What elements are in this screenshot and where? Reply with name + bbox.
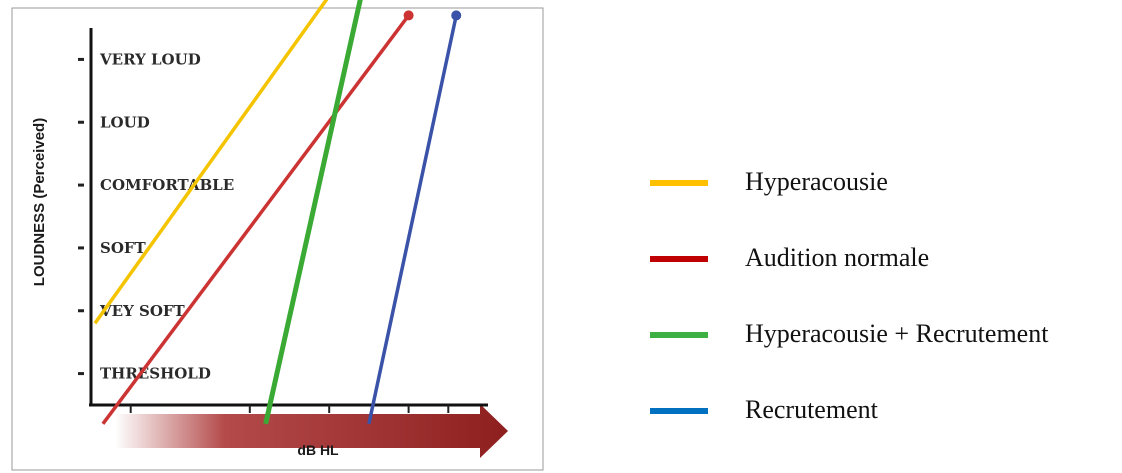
level-label: LOUD [100, 113, 150, 131]
legend-label: Hyperacousie + Recrutement [745, 319, 1049, 348]
chart-frame [11, 7, 544, 471]
level-labels: THRESHOLD VEY SOFT SOFT COMFORTABLE LOUD VERY… [99, 50, 234, 382]
legend-label: Recrutement [745, 395, 878, 424]
series-line-recrutement [367, 15, 458, 425]
series-lines [93, 0, 462, 425]
series-endpoint-audition-normale [403, 10, 414, 21]
level-label: THRESHOLD [100, 365, 211, 383]
series-line-audition-normale [101, 14, 411, 425]
level-label: SOFT [100, 239, 147, 257]
level-label: VERY LOUD [99, 50, 201, 68]
legend-swatch-yellow [650, 180, 708, 186]
legend-swatch-green [650, 332, 708, 338]
legend-item-hyperacousie: Hyperacousie [650, 155, 1120, 231]
level-label: COMFORTABLE [100, 176, 234, 194]
y-axis-title: LOUDNESS (Perceived) [31, 118, 48, 286]
legend: Hyperacousie Audition normale Hyperacous… [650, 155, 1120, 459]
db-arrow [115, 404, 508, 458]
legend-swatch-blue [650, 408, 708, 414]
legend-item-hyperacousie-recrutement: Hyperacousie + Recrutement [650, 307, 1120, 383]
legend-label: Hyperacousie [745, 167, 888, 196]
series-line-hyperacousie-recrutement [263, 0, 363, 425]
legend-label: Audition normale [745, 243, 930, 272]
series-line-hyperacousie [93, 0, 329, 325]
x-axis-title: dB HL [297, 442, 339, 458]
series-endpoint-recrutement [451, 10, 462, 21]
level-label: VEY SOFT [99, 302, 186, 320]
legend-item-audition-normale: Audition normale [650, 231, 1120, 307]
axis-ticks [78, 57, 450, 413]
legend-item-recrutement: Recrutement [650, 383, 1120, 459]
legend-swatch-red [650, 256, 708, 262]
loudness-chart: dB HL LOUDNESS (Perceived) THRESHOLD VEY … [11, 0, 544, 471]
